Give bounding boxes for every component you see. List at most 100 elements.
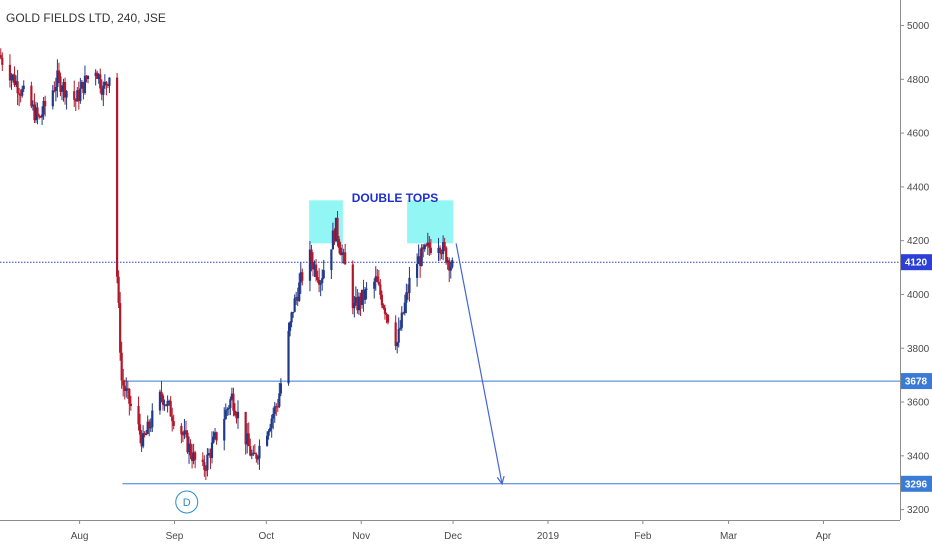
price-tags: 4120 3678 3296 [901, 254, 932, 492]
candle-body [374, 276, 377, 282]
candle-body [400, 312, 403, 328]
candle-body [356, 297, 359, 311]
candle-body [57, 70, 61, 77]
chart-title: GOLD FIELDS LTD, 240, JSE [6, 11, 166, 25]
event-marker-label: D [183, 497, 191, 509]
candle-body [331, 230, 335, 250]
candle-body [339, 247, 342, 256]
level-tag-3296-bg [901, 475, 932, 492]
candle-body [149, 427, 152, 429]
candle-body [267, 430, 270, 436]
candle-body [269, 427, 272, 431]
candle-body [80, 82, 83, 89]
candle-body [56, 70, 59, 87]
candle-body [30, 85, 33, 107]
candle-body [428, 242, 431, 248]
candle-body [42, 100, 45, 115]
candle-body [232, 393, 235, 411]
candle-body [255, 454, 258, 459]
candle-body [161, 395, 165, 405]
candle-body [258, 445, 261, 459]
candle-body [373, 281, 376, 289]
candle-body [357, 296, 361, 311]
candle-body [383, 307, 387, 314]
candle-body [44, 100, 47, 107]
candle-body [210, 442, 214, 459]
candle-body [164, 404, 168, 406]
candle-body [229, 399, 232, 409]
x-tick-label: Nov [352, 531, 370, 542]
candle-body [273, 406, 276, 414]
x-axis-ticks: Aug Sep Oct Nov Dec 2019 Feb Mar Apr [71, 520, 832, 542]
candle-body [298, 282, 301, 301]
candle-body [119, 302, 122, 353]
candle-body [65, 91, 68, 98]
candle-body [60, 90, 64, 92]
candle-body [76, 90, 79, 102]
candle-body [422, 247, 425, 250]
candle-body [204, 469, 207, 471]
candle-body [230, 393, 233, 400]
candle-body [108, 77, 111, 86]
candle-body [287, 330, 290, 384]
candle-body [278, 393, 281, 407]
candle-body [82, 82, 85, 94]
candle-body [380, 294, 383, 306]
candle-body [342, 252, 345, 254]
candle-body [203, 462, 206, 470]
level-tag-3678-label: 3678 [905, 377, 928, 388]
candle-body [377, 281, 380, 285]
candle-body [169, 400, 172, 417]
candle-body [437, 247, 440, 253]
candle-body [143, 433, 146, 436]
candle-body [18, 93, 21, 95]
candle-body [13, 74, 16, 85]
candle-body [296, 297, 299, 301]
candle-body [276, 406, 279, 408]
candle-body [440, 253, 443, 255]
candle-body [445, 247, 448, 263]
candle-body [314, 264, 318, 277]
candle-body [103, 81, 106, 86]
candle-body [86, 75, 90, 79]
current-price-tag-bg [901, 254, 932, 271]
x-tick-label: Oct [259, 531, 275, 542]
candle-body [151, 410, 154, 428]
candle-body [386, 314, 390, 323]
candle-body [125, 388, 128, 391]
candle-body [344, 252, 347, 265]
candle-body [336, 217, 339, 240]
candle-body [385, 313, 388, 315]
x-tick-label: Apr [816, 531, 832, 542]
candle-body [163, 404, 166, 406]
candle-body [299, 272, 302, 283]
candle-body [115, 77, 119, 277]
candle-body [423, 244, 426, 250]
candle-body [123, 385, 126, 391]
candle-body [53, 90, 56, 92]
candle-body [351, 264, 354, 309]
candle-body [417, 256, 420, 264]
candle-body [106, 84, 110, 86]
candle-body [308, 249, 312, 281]
candle-body [117, 276, 120, 303]
candle-body [207, 453, 211, 455]
candle-body [142, 433, 145, 447]
candle-body [63, 82, 67, 98]
y-tick-label: 5000 [907, 21, 930, 32]
candle-body [425, 244, 428, 246]
candle-body [279, 383, 282, 394]
candle-body [0, 55, 2, 58]
candle-body [451, 260, 454, 267]
candle-body [183, 430, 186, 435]
candle-body [184, 430, 188, 433]
candle-body [340, 252, 344, 256]
candle-body [100, 88, 103, 95]
y-tick-label: 4000 [907, 290, 930, 301]
candle-body [99, 74, 102, 89]
candle-body [34, 107, 38, 121]
candle-body [83, 75, 87, 94]
candle-body [311, 261, 315, 270]
